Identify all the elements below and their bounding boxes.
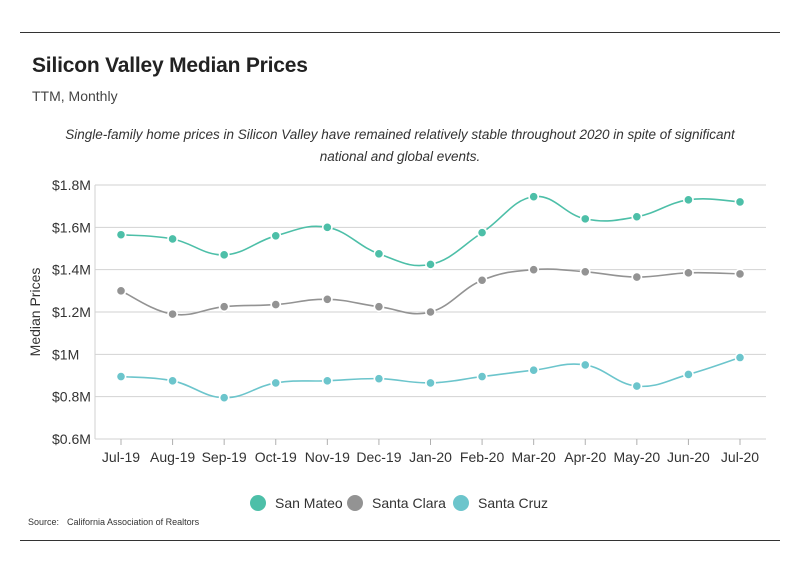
data-point-san-mateo xyxy=(528,191,540,203)
legend-label-santa-cruz: Santa Cruz xyxy=(478,495,548,511)
data-point-san-mateo xyxy=(270,230,282,242)
data-point-santa-clara xyxy=(683,267,694,279)
legend-marker-santa-cruz xyxy=(453,495,469,511)
legend-label-san-mateo: San Mateo xyxy=(275,495,343,511)
top-rule xyxy=(20,32,780,33)
data-point-santa-clara xyxy=(734,268,746,280)
legend-marker-santa-clara xyxy=(347,495,363,511)
y-tick-label: $1.2M xyxy=(52,304,91,320)
data-point-san-mateo xyxy=(734,196,746,208)
x-tick-label: Jul-20 xyxy=(721,449,759,465)
data-point-santa-cruz xyxy=(115,371,127,382)
data-point-santa-cruz xyxy=(734,352,746,363)
source-text: California Association of Realtors xyxy=(67,517,200,527)
data-point-santa-cruz xyxy=(167,375,178,387)
data-point-santa-clara xyxy=(373,301,385,313)
y-tick-label: $0.8M xyxy=(52,389,91,405)
data-point-san-mateo xyxy=(373,248,385,260)
data-point-santa-clara xyxy=(579,266,591,278)
source-label: Source: xyxy=(28,517,60,527)
axes: $0.6M $0.8M $1M $1.2M $1.4M $1.6M $1.8M Jul-19 A… xyxy=(27,177,759,465)
x-tick-label: Jun-20 xyxy=(667,449,710,465)
data-point-santa-clara xyxy=(167,308,178,320)
y-tick-label: $1.6M xyxy=(52,219,91,235)
chart-caption: Single-family home prices in Silicon Val… xyxy=(65,127,735,164)
series-lines xyxy=(115,191,746,404)
data-point-santa-clara xyxy=(528,264,540,276)
y-tick-label: $1M xyxy=(52,346,79,362)
data-point-santa-clara xyxy=(270,299,282,310)
x-tick-label: Feb-20 xyxy=(460,449,505,465)
data-point-santa-clara xyxy=(218,301,230,313)
x-tick-label: Nov-19 xyxy=(305,449,350,465)
series-line-san-mateo xyxy=(120,195,741,267)
chart-title: Silicon Valley Median Prices xyxy=(32,54,308,77)
data-point-san-mateo xyxy=(218,249,230,261)
data-point-santa-cruz xyxy=(683,369,694,380)
data-point-santa-cruz xyxy=(321,375,333,387)
data-point-san-mateo xyxy=(631,211,643,223)
source-note: Source: California Association of Realtor… xyxy=(28,517,199,527)
x-tick-label: Aug-19 xyxy=(150,449,195,465)
data-point-santa-cruz xyxy=(631,380,643,392)
x-tick-label: Mar-20 xyxy=(511,449,556,465)
data-point-santa-cruz xyxy=(528,364,540,376)
x-tick-label: May-20 xyxy=(613,449,660,465)
data-point-santa-cruz xyxy=(270,377,282,389)
data-point-san-mateo xyxy=(476,227,488,239)
bottom-rule xyxy=(20,540,780,541)
y-tick-label: $1.4M xyxy=(52,262,91,278)
gridlines xyxy=(95,184,766,440)
data-point-santa-cruz xyxy=(218,392,230,404)
data-point-santa-clara xyxy=(631,271,643,283)
y-axis-title: Median Prices xyxy=(27,268,43,357)
data-point-santa-clara xyxy=(321,293,333,305)
y-tick-label: $1.8M xyxy=(52,177,91,193)
y-tick-label: $0.6M xyxy=(52,431,91,447)
x-tick-label: Oct-19 xyxy=(255,449,297,465)
data-point-santa-clara xyxy=(476,274,488,286)
x-tick-label: Dec-19 xyxy=(356,449,401,465)
x-tick-label: Jan-20 xyxy=(409,449,452,465)
data-point-san-mateo xyxy=(167,233,178,245)
legend: San Mateo Santa Clara Santa Cruz xyxy=(250,495,548,511)
legend-label-santa-clara: Santa Clara xyxy=(372,495,446,511)
x-tick-label: Apr-20 xyxy=(564,449,606,465)
data-point-san-mateo xyxy=(425,258,436,270)
data-point-santa-cruz xyxy=(425,377,436,389)
data-point-santa-cruz xyxy=(373,373,385,385)
data-point-san-mateo xyxy=(579,213,591,225)
line-chart: $0.6M $0.8M $1M $1.2M $1.4M $1.6M $1.8M Jul-19 A… xyxy=(27,177,766,511)
data-point-san-mateo xyxy=(683,194,694,206)
data-point-santa-cruz xyxy=(579,359,591,371)
x-tick-label: Jul-19 xyxy=(102,449,140,465)
chart-subtitle: TTM, Monthly xyxy=(32,88,118,104)
data-point-santa-cruz xyxy=(476,371,488,382)
data-point-san-mateo xyxy=(115,229,127,241)
x-tick-label: Sep-19 xyxy=(202,449,247,465)
data-point-santa-clara xyxy=(115,285,127,297)
data-point-santa-clara xyxy=(425,306,436,318)
legend-marker-san-mateo xyxy=(250,495,266,511)
data-point-san-mateo xyxy=(321,221,333,233)
